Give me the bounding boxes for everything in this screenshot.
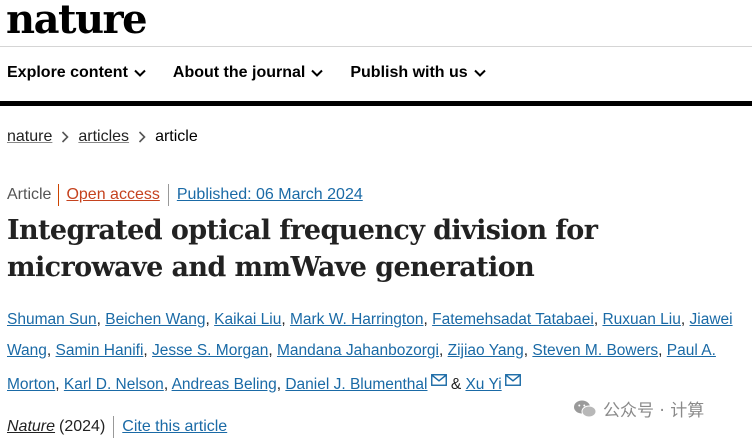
nav-about-journal[interactable]: About the journal [172, 64, 324, 82]
chevron-right-icon [61, 131, 70, 143]
author-link[interactable]: Jesse S. Morgan [152, 342, 269, 359]
author-separator: , [163, 376, 169, 393]
wechat-icon [574, 400, 597, 417]
main-nav: Explore content About the journal Publis… [7, 64, 486, 82]
author-link[interactable]: Ruxuan Liu [602, 311, 681, 328]
nav-item-label: Explore content [7, 64, 128, 81]
citation-line: Nature (2024) Cite this article [7, 416, 227, 438]
author-link[interactable]: Zijiao Yang [447, 342, 524, 359]
nav-publish-with-us[interactable]: Publish with us [350, 64, 486, 82]
chevron-down-icon [311, 69, 324, 77]
meta-divider [58, 184, 60, 206]
breadcrumb-current: article [155, 128, 198, 145]
article-meta: Article Open access Published: 06 March … [7, 184, 363, 206]
author-separator: , [281, 311, 286, 328]
author-link[interactable]: Xu Yi [465, 376, 502, 393]
published-date-link[interactable]: Published: 06 March 2024 [176, 186, 363, 203]
author-separator: , [143, 342, 148, 359]
author-separator: , [96, 311, 101, 328]
author-separator: , [593, 311, 599, 328]
meta-divider [113, 416, 115, 438]
author-link[interactable]: Shuman Sun [7, 311, 97, 328]
mail-icon[interactable] [430, 366, 447, 397]
author-separator: , [46, 342, 52, 359]
header-divider [0, 46, 752, 47]
chevron-down-icon [473, 69, 486, 77]
breadcrumb-articles[interactable]: articles [78, 128, 130, 145]
author-link[interactable]: Karl D. Nelson [63, 376, 164, 393]
author-link[interactable]: Jiawei Wang [7, 311, 733, 359]
author-list: Shuman Sun, Beichen Wang, Kaikai Liu, Ma… [7, 304, 749, 400]
mail-icon[interactable] [504, 366, 521, 397]
author-separator: , [658, 342, 663, 359]
author-link[interactable]: Andreas Beling [171, 376, 277, 393]
author-separator: , [268, 342, 273, 359]
cite-this-article-link[interactable]: Cite this article [122, 418, 228, 435]
author-separator: , [439, 342, 444, 359]
nav-item-label: Publish with us [350, 64, 468, 81]
author-link[interactable]: Kaikai Liu [214, 311, 282, 328]
author-link[interactable]: Daniel J. Blumenthal [285, 376, 428, 393]
watermark: 公众号 · 计算 [573, 396, 704, 421]
author-link[interactable]: Mark W. Harrington [289, 311, 424, 328]
breadcrumb-nature[interactable]: nature [7, 128, 53, 145]
article-title: Integrated optical frequency division fo… [7, 215, 598, 283]
watermark-text: 公众号 · 计算 [603, 401, 705, 421]
open-access-link[interactable]: Open access [66, 186, 160, 203]
journal-link[interactable]: Nature [7, 418, 56, 435]
meta-divider [167, 184, 169, 206]
author-ampersand: & [450, 376, 462, 393]
header-bottom-bar [0, 101, 752, 106]
author-link[interactable]: Mandana Jahanbozorgi [276, 342, 439, 359]
article-type: Article [7, 186, 52, 203]
author-link[interactable]: Samin Hanifi [55, 342, 144, 359]
chevron-right-icon [138, 131, 146, 143]
author-separator: , [680, 311, 686, 328]
author-separator: , [523, 342, 529, 359]
publication-year: (2024) [59, 418, 106, 435]
nav-explore-content[interactable]: Explore content [7, 64, 146, 82]
author-separator: , [205, 311, 210, 328]
author-separator: , [55, 376, 60, 393]
author-link[interactable]: Fatemehsadat Tatabaei [432, 311, 594, 328]
author-separator: , [423, 311, 428, 328]
site-logo[interactable]: nature [6, 0, 148, 43]
nav-item-label: About the journal [172, 64, 306, 81]
chevron-down-icon [134, 69, 146, 77]
author-separator: , [276, 376, 282, 393]
author-link[interactable]: Steven M. Bowers [532, 342, 659, 359]
author-link[interactable]: Paul A. Morton [7, 342, 716, 393]
breadcrumb: nature articles article [7, 128, 198, 146]
author-link[interactable]: Beichen Wang [105, 311, 206, 328]
